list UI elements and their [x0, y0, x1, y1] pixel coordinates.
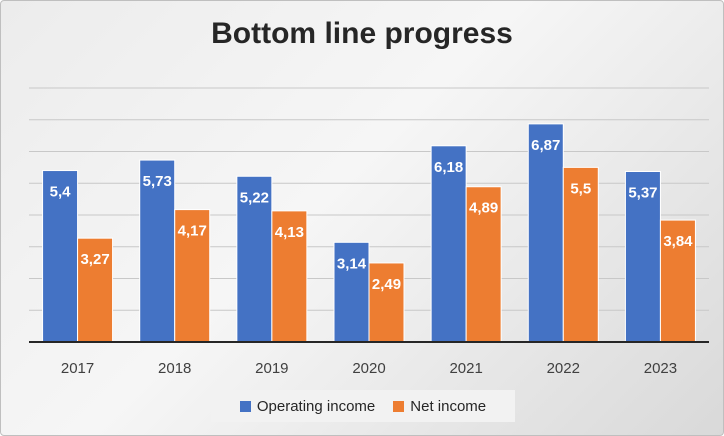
bar-operating-income	[527, 123, 564, 343]
x-tick-label: 2020	[352, 360, 385, 377]
bar-net-income	[271, 210, 308, 343]
bar-net-income	[174, 209, 211, 343]
x-tick-label: 2019	[255, 360, 288, 377]
data-label-operating-income: 5,37	[628, 185, 657, 202]
bar-net-income	[77, 237, 114, 343]
bar-operating-income	[42, 170, 79, 343]
bar-net-income	[659, 219, 696, 343]
bar-operating-income	[624, 171, 661, 343]
data-label-operating-income: 5,73	[143, 173, 172, 190]
data-label-operating-income: 6,87	[531, 137, 560, 154]
x-tick-label: 2018	[158, 360, 191, 377]
legend-label-operating-income: Operating income	[256, 397, 376, 415]
legend-item-operating-income: Operating income	[239, 397, 376, 415]
legend-swatch-net-income	[393, 400, 405, 412]
data-label-net-income: 5,5	[570, 180, 591, 197]
legend-swatch-operating-income	[239, 400, 251, 412]
data-label-operating-income: 5,4	[50, 184, 72, 201]
legend-item-net-income: Net income	[393, 398, 486, 415]
x-tick-label: 2021	[449, 360, 482, 377]
data-label-operating-income: 6,18	[434, 159, 463, 176]
legend-label-net-income: Net income	[410, 397, 487, 415]
chart-legend: Operating income Net income	[211, 390, 515, 422]
data-label-net-income: 3,27	[80, 251, 109, 268]
bar-net-income	[368, 262, 405, 343]
bar-operating-income	[236, 175, 273, 343]
x-tick-label: 2017	[61, 360, 94, 377]
bar-operating-income	[333, 241, 370, 343]
bar-net-income	[562, 166, 599, 343]
data-label-net-income: 2,49	[372, 276, 401, 293]
data-label-net-income: 4,13	[275, 224, 304, 241]
data-label-net-income: 3,84	[663, 233, 693, 250]
data-label-net-income: 4,89	[469, 200, 498, 217]
x-tick-label: 2023	[644, 360, 677, 377]
data-label-net-income: 4,17	[178, 223, 207, 240]
data-label-operating-income: 5,22	[240, 189, 269, 206]
data-label-operating-income: 3,14	[337, 255, 367, 272]
chart-title: Bottom line progress	[211, 17, 513, 50]
bar-net-income	[465, 186, 502, 343]
x-tick-label: 2022	[547, 360, 580, 377]
